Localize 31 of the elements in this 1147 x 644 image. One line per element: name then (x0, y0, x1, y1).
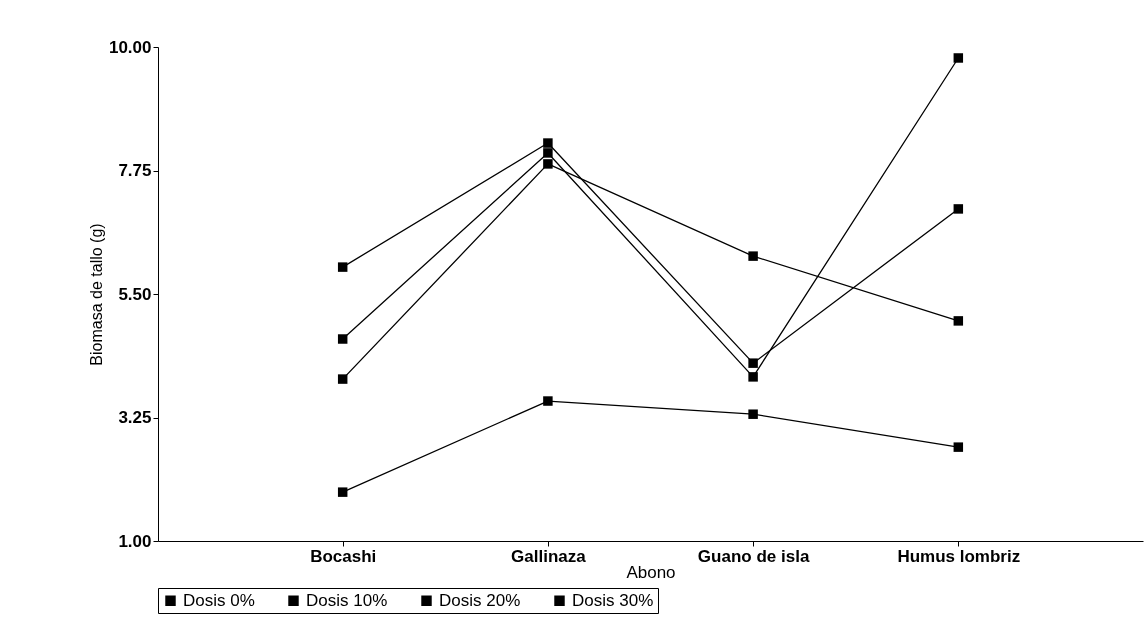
x-tick-label: Bocashi (310, 546, 377, 566)
y-tick-label: 7.75 (118, 161, 152, 180)
point (337, 334, 348, 344)
point (543, 148, 553, 158)
point (337, 374, 348, 384)
x-axis-title: Abono (626, 562, 676, 582)
y-axis-title: Biomasa de tallo (g) (87, 223, 105, 366)
legend-label: Dosis 30% (572, 590, 654, 610)
point (748, 251, 758, 261)
point (748, 372, 758, 382)
x-tick-label: Guano de isla (697, 546, 810, 566)
point (953, 316, 964, 326)
y-tick-label: 1.00 (118, 531, 152, 551)
point (543, 159, 553, 169)
point (953, 53, 964, 63)
point (748, 358, 758, 368)
legend-label: Dosis 0% (183, 590, 255, 610)
point (748, 409, 758, 419)
y-tick-label: 3.25 (118, 408, 152, 427)
y-tick-label: 10.00 (108, 37, 152, 57)
x-tick-label: Gallinaza (511, 546, 587, 566)
legend-label: Dosis 10% (306, 590, 388, 610)
point (337, 262, 348, 272)
point (953, 204, 964, 214)
point (953, 442, 964, 452)
x-tick-label: Humus lombriz (897, 546, 1021, 566)
y-tick-label: 5.50 (118, 284, 152, 304)
point (543, 138, 553, 148)
legend-label: Dosis 20% (439, 590, 521, 610)
point (337, 487, 348, 497)
point (543, 396, 553, 406)
